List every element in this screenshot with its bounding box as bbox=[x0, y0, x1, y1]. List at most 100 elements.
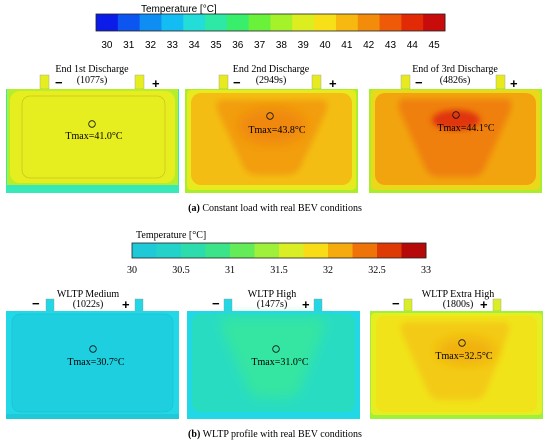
top-colorbar-title: Temperature [°C] bbox=[141, 4, 217, 15]
colorbar-tick-label: 32 bbox=[145, 40, 157, 51]
top-colorbar-ticks: 30 31 32 33 34 35 36 37 38 39 40 41 42 43 44 45 bbox=[101, 40, 440, 51]
bottom-panel-1: WLTP Medium (1022s) − + Tmax=30.7°C bbox=[6, 289, 179, 419]
top-panels: End 1st Discharge (1077s) − + Tmax=41.0°… bbox=[6, 64, 542, 193]
top-panel-3: End of 3rd Discharge (4826s) − + Tmax=44… bbox=[369, 64, 542, 193]
colorbar-segment bbox=[423, 14, 446, 31]
colorbar-segment bbox=[181, 243, 206, 258]
minus-sign: − bbox=[55, 75, 63, 90]
colorbar-segment bbox=[139, 14, 162, 31]
colorbar-tick-label: 30.5 bbox=[172, 265, 190, 276]
colorbar-tick-label: 32.5 bbox=[368, 265, 386, 276]
colorbar-tick-label: 34 bbox=[189, 40, 201, 51]
colorbar-tick-label: 30 bbox=[101, 40, 113, 51]
positive-terminal bbox=[495, 74, 506, 90]
colorbar-segment bbox=[132, 243, 157, 258]
colorbar-segment bbox=[161, 14, 184, 31]
bottom-panels: WLTP Medium (1022s) − + Tmax=30.7°C WLTP… bbox=[6, 289, 543, 419]
colorbar-tick-label: 36 bbox=[232, 40, 244, 51]
panel-title: End of 3rd Discharge bbox=[412, 64, 498, 75]
colorbar-segment bbox=[270, 14, 293, 31]
top-colorbar-cells bbox=[96, 14, 446, 31]
colorbar-tick-label: 45 bbox=[429, 40, 441, 51]
panel-subtitle: (1022s) bbox=[73, 299, 104, 310]
positive-terminal bbox=[134, 298, 144, 312]
bottom-colorbar-cells bbox=[132, 243, 427, 258]
colorbar-tick-label: 31 bbox=[225, 265, 235, 276]
top-panel-1: End 1st Discharge (1077s) − + Tmax=41.0°… bbox=[6, 64, 179, 193]
colorbar-segment bbox=[328, 243, 353, 258]
tmax-marker bbox=[266, 112, 274, 120]
colorbar-tick-label: 33 bbox=[167, 40, 179, 51]
panel-title: End 1st Discharge bbox=[55, 64, 129, 75]
colorbar-tick-label: 38 bbox=[276, 40, 288, 51]
colorbar-tick-label: 33 bbox=[421, 265, 431, 276]
colorbar-tick-label: 44 bbox=[407, 40, 419, 51]
tmax-label: Tmax=43.8°C bbox=[248, 125, 305, 136]
colorbar-segment bbox=[357, 14, 381, 31]
negative-terminal bbox=[45, 298, 55, 312]
colorbar-segment bbox=[379, 14, 402, 31]
colorbar-segment bbox=[303, 243, 329, 258]
panel-subtitle: (1077s) bbox=[77, 75, 108, 86]
caption-a: (a) Constant load with real BEV conditio… bbox=[188, 203, 362, 214]
panel-subtitle: (1800s) bbox=[443, 299, 474, 310]
panel-subtitle: (1477s) bbox=[257, 299, 288, 310]
bottom-colorbar: Temperature [°C] 30 30.5 31 31.5 32 32.5 33 bbox=[127, 230, 431, 276]
tmax-marker bbox=[452, 111, 460, 119]
temperature-field bbox=[11, 313, 174, 413]
colorbar-segment bbox=[96, 14, 119, 31]
colorbar-tick-label: 32 bbox=[323, 265, 333, 276]
colorbar-tick-label: 37 bbox=[254, 40, 266, 51]
bottom-colorbar-title: Temperature [°C] bbox=[136, 230, 206, 241]
panel-title: WLTP Medium bbox=[57, 289, 120, 300]
temperature-field bbox=[10, 91, 175, 183]
colorbar-tick-label: 30 bbox=[127, 265, 137, 276]
colorbar-segment bbox=[335, 14, 359, 31]
bottom-colorbar-frame bbox=[131, 242, 427, 259]
colorbar-segment bbox=[401, 243, 427, 258]
colorbar-segment bbox=[279, 243, 304, 258]
negative-terminal bbox=[218, 74, 229, 90]
negative-terminal bbox=[400, 74, 411, 90]
panel-subtitle: (4826s) bbox=[440, 75, 471, 86]
top-panel-2: End 2nd Discharge (2949s) − + Tmax=43.8°… bbox=[185, 64, 358, 193]
positive-terminal bbox=[134, 74, 145, 90]
plus-sign: + bbox=[510, 76, 518, 91]
colorbar-segment bbox=[401, 14, 424, 31]
positive-terminal bbox=[492, 298, 502, 312]
panel-title: End 2nd Discharge bbox=[233, 64, 310, 75]
tmax-label: Tmax=30.7°C bbox=[67, 357, 124, 368]
minus-sign: − bbox=[32, 296, 40, 311]
tmax-label: Tmax=44.1°C bbox=[437, 123, 494, 134]
colorbar-segment bbox=[205, 14, 228, 31]
tmax-marker bbox=[88, 120, 96, 128]
panel-title: WLTP Extra High bbox=[422, 289, 495, 300]
colorbar-segment bbox=[183, 14, 206, 31]
colorbar-segment bbox=[352, 243, 378, 258]
colorbar-tick-label: 42 bbox=[363, 40, 375, 51]
top-colorbar-frame bbox=[95, 13, 446, 32]
panel-subtitle: (2949s) bbox=[256, 75, 287, 86]
colorbar-tick-label: 41 bbox=[341, 40, 353, 51]
colorbar-segment bbox=[248, 14, 271, 31]
bottom-panel-2: WLTP High (1477s) − + Tmax=31.0°C bbox=[187, 289, 360, 419]
colorbar-tick-label: 35 bbox=[210, 40, 222, 51]
tmax-marker bbox=[272, 345, 280, 353]
plus-sign: + bbox=[122, 297, 130, 312]
colorbar-tick-label: 40 bbox=[319, 40, 331, 51]
colorbar-segment bbox=[377, 243, 402, 258]
colorbar-segment bbox=[117, 14, 141, 31]
plus-sign: + bbox=[302, 297, 310, 312]
panel-title: WLTP High bbox=[248, 289, 296, 300]
colorbar-segment bbox=[156, 243, 182, 258]
negative-terminal bbox=[223, 298, 233, 312]
colorbar-segment bbox=[292, 14, 315, 31]
minus-sign: − bbox=[415, 75, 423, 90]
colorbar-tick-label: 39 bbox=[298, 40, 310, 51]
colorbar-segment bbox=[230, 243, 255, 258]
tmax-label: Tmax=32.5°C bbox=[435, 351, 492, 362]
colorbar-segment bbox=[254, 243, 280, 258]
plus-sign: + bbox=[329, 76, 337, 91]
colorbar-tick-label: 31 bbox=[123, 40, 135, 51]
